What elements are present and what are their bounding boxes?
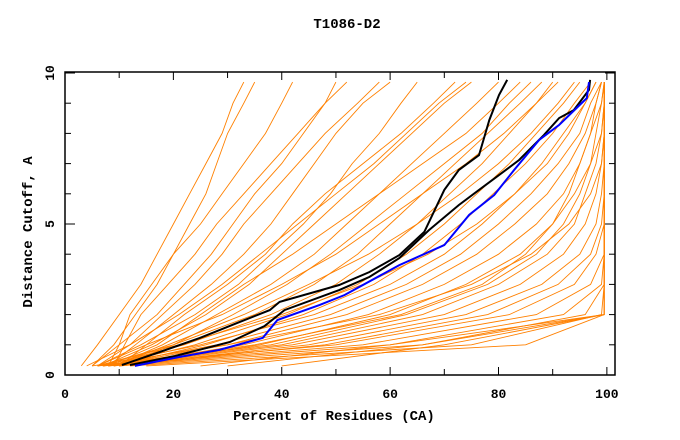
model-curve-12 <box>108 81 521 367</box>
x-tick-label: 40 <box>274 387 290 402</box>
x-tick-label: 0 <box>61 387 69 402</box>
model-curve-9 <box>102 81 472 367</box>
model-curve-5 <box>97 81 380 367</box>
model-curve-13 <box>97 81 559 367</box>
model-curve-30 <box>108 82 605 367</box>
x-tick-label: 60 <box>382 387 398 402</box>
y-tick-label: 10 <box>43 65 58 81</box>
y-tick-labels: 0 5 10 <box>43 65 58 379</box>
highlight-curve-black-1 <box>121 79 509 366</box>
x-tick-label: 80 <box>491 387 507 402</box>
chart-title: T1086-D2 <box>313 17 380 33</box>
model-curve-38 <box>102 81 602 367</box>
model-curve-18 <box>97 81 597 367</box>
highlight-curve-blue <box>134 81 590 367</box>
highlight-curve-black-2 <box>129 79 592 366</box>
model-curve-7 <box>118 81 456 367</box>
model-curve-25 <box>108 82 605 367</box>
x-tick-label: 20 <box>166 387 182 402</box>
model-curve-20 <box>108 81 602 367</box>
y-axis-label: Distance Cutoff, A <box>21 156 37 308</box>
model-curves <box>80 81 605 367</box>
model-curve-1 <box>91 81 256 367</box>
model-curve-6 <box>108 81 391 367</box>
x-tick-label: 100 <box>595 387 619 402</box>
y-tick-label: 0 <box>43 371 58 379</box>
axis-ticks <box>64 72 615 376</box>
model-curve-41 <box>86 81 467 367</box>
model-curve-8 <box>97 81 418 367</box>
model-curve-2 <box>107 81 293 367</box>
model-curve-27 <box>119 82 605 367</box>
model-curve-4 <box>91 81 337 367</box>
model-curve-24 <box>102 82 605 367</box>
model-curve-19 <box>102 81 602 367</box>
x-tick-labels: 0 20 40 60 80 100 <box>61 387 619 402</box>
x-axis-label: Percent of Residues (CA) <box>233 409 435 425</box>
y-tick-label: 5 <box>43 220 58 228</box>
highlight-curves <box>121 79 592 367</box>
model-curve-40 <box>113 81 575 367</box>
model-curve-11 <box>119 81 532 367</box>
model-curve-39 <box>97 81 597 367</box>
model-curve-3 <box>113 81 348 367</box>
model-curve-0 <box>80 81 245 367</box>
model-curve-10 <box>113 81 499 367</box>
model-curve-16 <box>108 81 581 367</box>
model-curve-37 <box>92 82 605 367</box>
model-curve-22 <box>119 82 605 367</box>
model-curve-14 <box>97 81 543 367</box>
model-curve-31 <box>119 82 605 367</box>
